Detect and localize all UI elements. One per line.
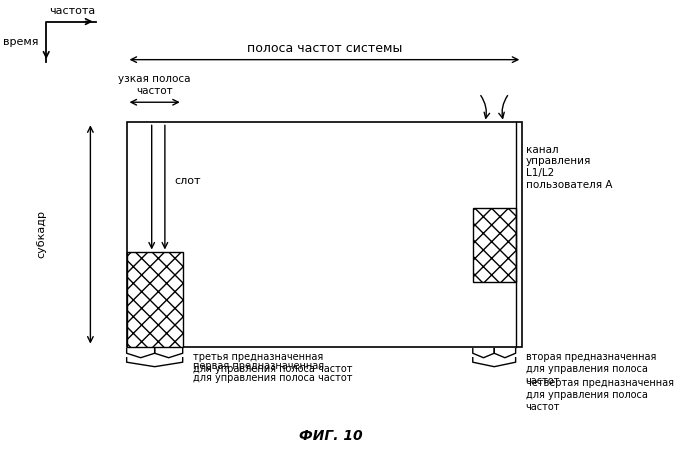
Text: субкадр: субкадр: [36, 211, 46, 258]
Text: время: время: [3, 37, 39, 47]
Bar: [473, 207, 516, 281]
Text: ФИГ. 10: ФИГ. 10: [299, 429, 363, 443]
Text: вторая предназначенная
для управления полоса
частот: вторая предназначенная для управления по…: [526, 352, 656, 386]
Text: полоса частот системы: полоса частот системы: [247, 42, 402, 55]
Text: канал
управления
L1/L2
пользователя А: канал управления L1/L2 пользователя А: [526, 145, 612, 189]
Text: первая предназначенная
для управления полоса частот: первая предназначенная для управления по…: [193, 361, 352, 383]
Bar: [127, 253, 182, 346]
Text: слот: слот: [174, 176, 201, 186]
Text: узкая полоса
частот: узкая полоса частот: [118, 74, 191, 96]
Text: частота: частота: [50, 6, 96, 16]
Text: четвертая предназначенная
для управления полоса
частот: четвертая предназначенная для управления…: [526, 378, 674, 412]
Bar: [127, 122, 522, 346]
Text: третья предназначенная
для управления полоса частот: третья предназначенная для управления по…: [193, 352, 352, 374]
